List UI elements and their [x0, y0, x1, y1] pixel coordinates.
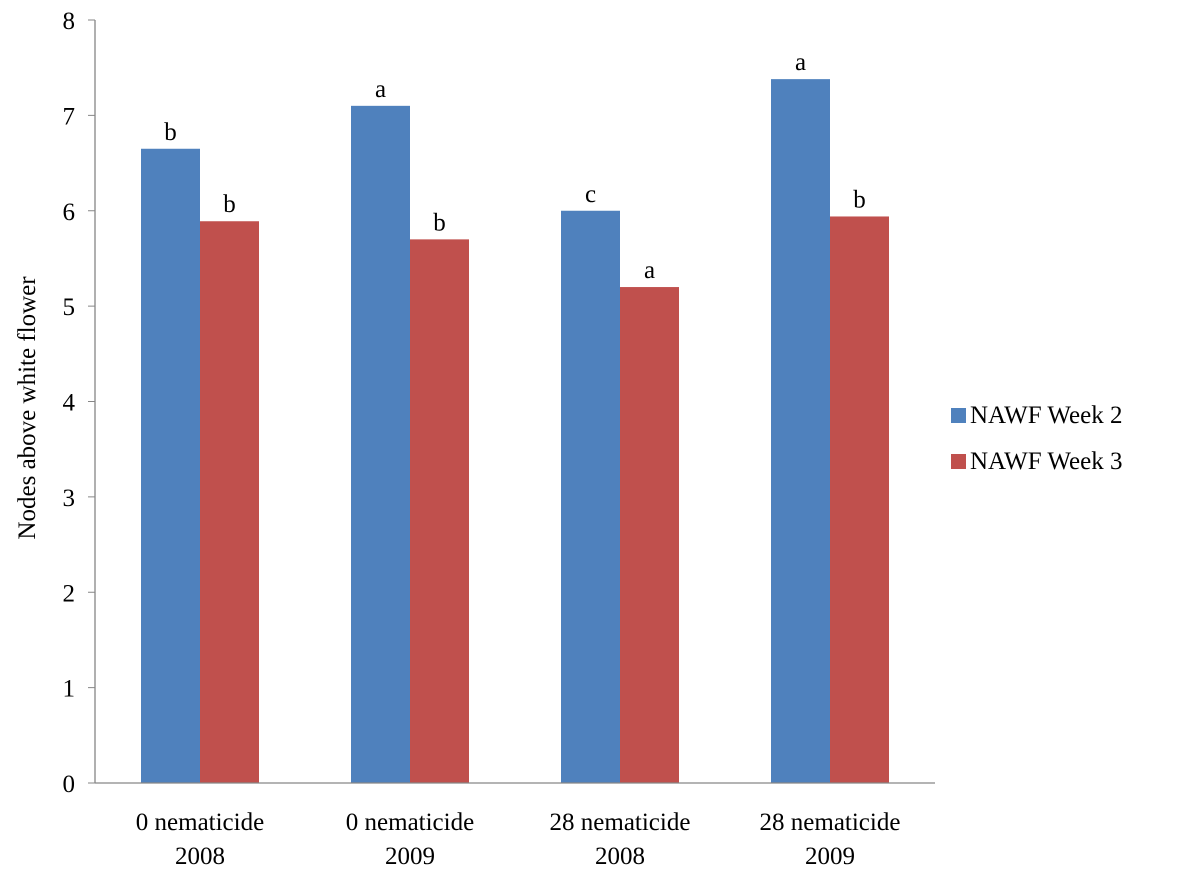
significance-label: b	[853, 186, 866, 213]
significance-label: a	[375, 76, 386, 103]
bar	[771, 79, 830, 783]
significance-label: b	[223, 191, 236, 218]
significance-label: b	[433, 209, 446, 236]
y-tick-label: 7	[63, 103, 76, 130]
legend-label: NAWF Week 3	[970, 448, 1122, 475]
significance-labels: b b a b c a a b	[164, 49, 866, 284]
x-category-label: 2009	[385, 843, 435, 870]
bar	[351, 105, 410, 783]
x-axis-categories: 0 nematicide 2008 0 nematicide 2009 28 nemat…	[136, 809, 901, 870]
y-tick-label: 8	[63, 8, 76, 35]
y-tick-label: 0	[63, 771, 76, 798]
legend-swatch	[951, 454, 966, 469]
bar	[410, 239, 469, 784]
y-tick-label: 4	[63, 390, 76, 417]
significance-label: a	[644, 257, 655, 284]
significance-label: c	[585, 181, 596, 208]
y-axis-label: Nodes above white flower	[14, 276, 41, 540]
bar	[620, 287, 679, 783]
x-category-label: 2008	[595, 843, 645, 870]
x-category-label: 0 nematicide	[346, 809, 474, 836]
y-tick-label: 5	[63, 294, 76, 321]
bar	[200, 221, 259, 783]
bar	[830, 216, 889, 783]
y-tick-label: 1	[63, 676, 76, 703]
x-category-label: 2008	[175, 843, 225, 870]
legend-label: NAWF Week 2	[970, 402, 1122, 429]
x-category-label: 0 nematicide	[136, 809, 264, 836]
y-axis-ticks: 0 1 2 3 4 5 6 7 8	[63, 8, 95, 798]
y-tick-label: 2	[63, 580, 76, 607]
bars	[141, 79, 889, 784]
bar	[561, 210, 620, 783]
significance-label: b	[164, 119, 177, 146]
x-category-label: 28 nematicide	[550, 809, 691, 836]
axes	[94, 20, 935, 784]
legend: NAWF Week 2 NAWF Week 3	[951, 402, 1122, 475]
y-tick-label: 3	[63, 485, 76, 512]
significance-label: a	[795, 49, 806, 76]
x-category-label: 28 nematicide	[760, 809, 901, 836]
x-category-label: 2009	[805, 843, 855, 870]
bar	[141, 148, 200, 784]
y-tick-label: 6	[63, 199, 76, 226]
legend-swatch	[951, 408, 966, 423]
